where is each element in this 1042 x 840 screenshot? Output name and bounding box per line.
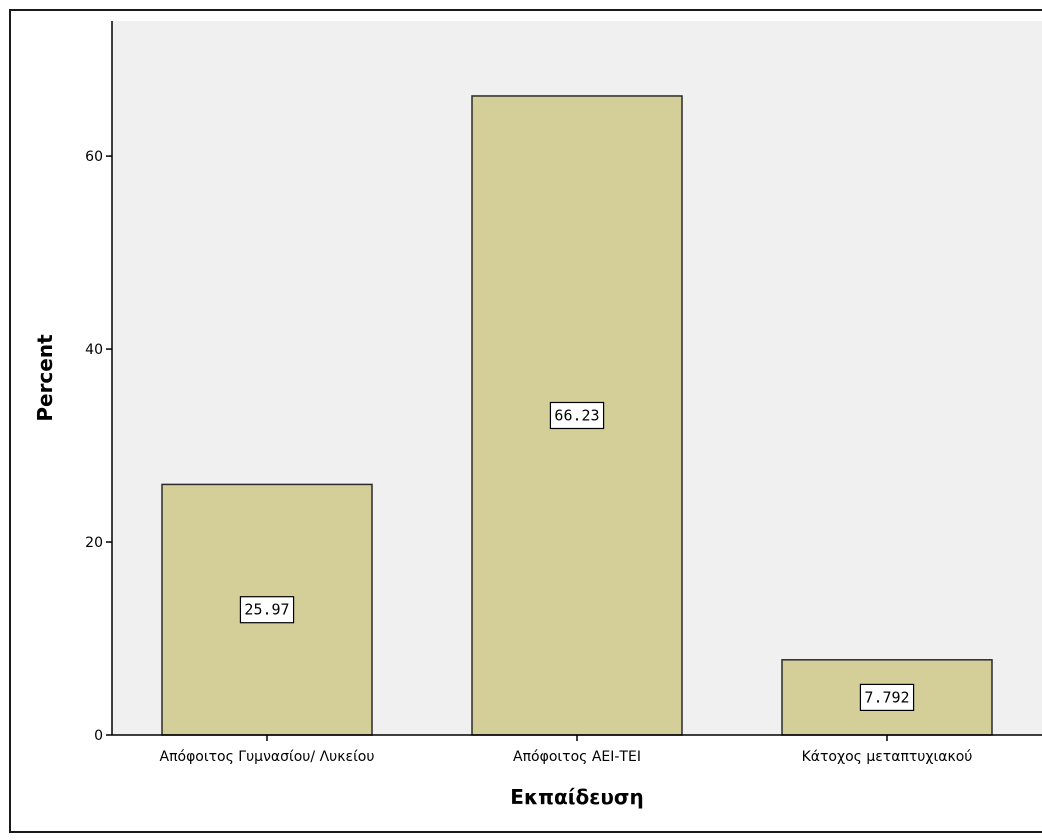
data-label-box [859, 683, 915, 712]
y-tick-label: 40 [85, 342, 103, 358]
y-tick-label: 0 [94, 728, 103, 744]
y-axis: 0 20 40 60 [85, 21, 113, 744]
data-label: 7.792 [864, 688, 909, 706]
data-label-box [549, 401, 605, 430]
x-tick-label: Κάτοχος μεταπτυχιακού [802, 749, 973, 765]
y-axis-title: Percent [33, 334, 57, 422]
bars-group: 25.97 66.23 7.792 [161, 95, 993, 736]
data-label-box [239, 596, 295, 624]
x-tick-label: Απόφοιτος Γυμνασίου/ Λυκείου [160, 749, 375, 765]
x-axis: Απόφοιτος Γυμνασίου/ Λυκείου Απόφοιτος ΑΕ… [112, 734, 1042, 765]
data-label-group: 25.97 [239, 596, 295, 624]
y-tick-label: 60 [85, 149, 103, 165]
data-label-group: 66.23 [549, 401, 605, 430]
data-label: 25.97 [244, 601, 289, 619]
x-tick-label: Απόφοιτος ΑΕΙ-ΤΕΙ [513, 749, 641, 765]
data-label: 66.23 [554, 406, 599, 424]
data-label-group: 7.792 [859, 683, 915, 712]
x-axis-title: Εκπαίδευση [510, 785, 643, 809]
y-tick-label: 20 [85, 535, 103, 551]
